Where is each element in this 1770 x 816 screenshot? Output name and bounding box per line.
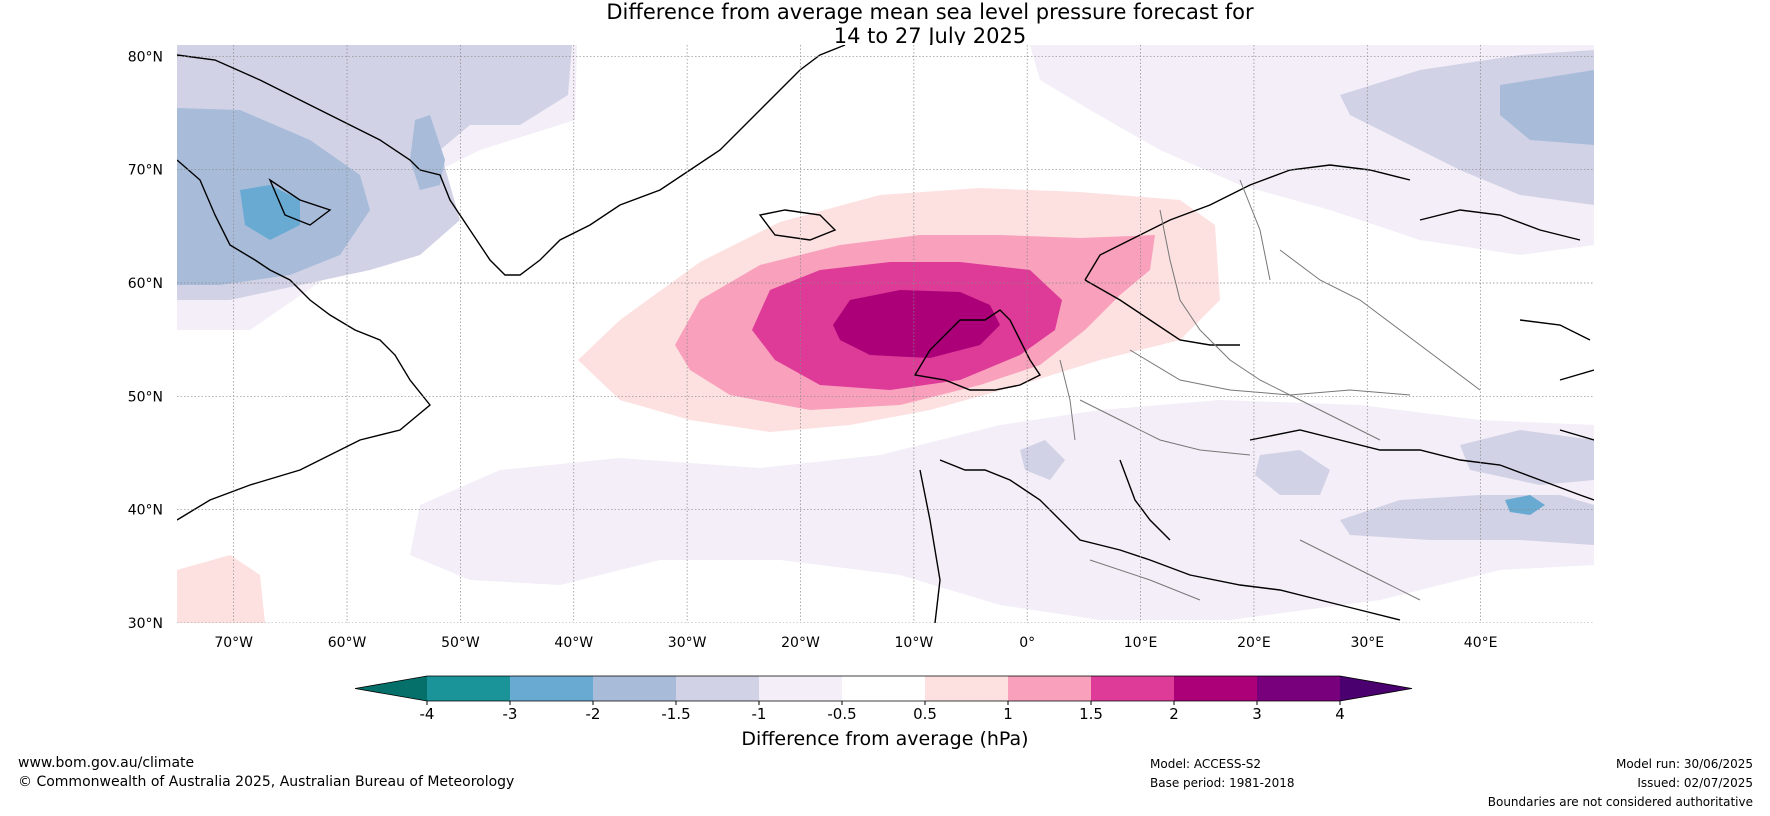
colorbar-swatch [676, 676, 759, 701]
longitude-labels: 70°W 60°W 50°W 40°W 30°W 20°W 10°W 0° 10°E 20°E 30… [214, 635, 1497, 651]
longitude-label: 0° [1019, 635, 1035, 651]
contour-minus-1-5-arctic [1500, 70, 1594, 145]
colorbar-tick-label: 0.5 [913, 705, 937, 723]
latitude-label: 50°N [128, 389, 163, 405]
coastlines [177, 45, 1594, 623]
footer-copyright: © Commonwealth of Australia 2025, Austra… [18, 774, 515, 790]
longitude-label: 10°E [1124, 635, 1158, 651]
map-title: Difference from average mean sea level p… [0, 0, 1770, 48]
longitude-label: 10°W [895, 635, 934, 651]
colorbar-tick-label: -2 [586, 705, 601, 723]
contour-minus-1-caspian [1460, 430, 1594, 485]
colorbar-tick-label: 3 [1252, 705, 1262, 723]
contour-plus-0-5-subtropics [177, 555, 265, 623]
latitude-label: 80°N [128, 49, 163, 65]
contour-plus-2-high [833, 290, 1000, 358]
colorbar-tick-label: -3 [503, 705, 518, 723]
colorbar-label: Difference from average (hPa) [741, 728, 1029, 750]
colorbar-tick-label: 1 [1003, 705, 1013, 723]
colorbar-swatch [593, 676, 676, 701]
latitude-labels: 80°N 70°N 60°N 50°N 40°N 30°N [128, 49, 163, 632]
longitude-label: 20°E [1237, 635, 1271, 651]
colorbar-swatch [427, 676, 510, 701]
graticule [177, 45, 1594, 623]
colorbar-tick-label: 1.5 [1079, 705, 1103, 723]
longitude-label: 50°W [441, 635, 480, 651]
footer-issued: Issued: 02/07/2025 [1637, 776, 1753, 790]
footer-model: Model: ACCESS-S2 [1150, 757, 1262, 771]
longitude-label: 30°W [668, 635, 707, 651]
latitude-label: 70°N [128, 163, 163, 179]
colorbar-tick-label: 2 [1169, 705, 1179, 723]
map-area [177, 45, 1594, 623]
colorbar-tick-label: -1 [752, 705, 767, 723]
colorbar-swatch [510, 676, 593, 701]
latitude-label: 30°N [128, 616, 163, 632]
colorbar-swatch [1257, 676, 1340, 701]
longitude-label: 20°W [781, 635, 820, 651]
colorbar-tick-label: -1.5 [661, 705, 690, 723]
longitude-label: 40°W [554, 635, 593, 651]
colorbar-swatch [925, 676, 1008, 701]
colorbar-tick-label: 4 [1335, 705, 1345, 723]
contour-minus-2-baffin [240, 185, 300, 240]
title-line-1: Difference from average mean sea level p… [606, 0, 1254, 24]
colorbar-tick-label: -0.5 [827, 705, 856, 723]
colorbar-swatch [1174, 676, 1257, 701]
country-borders [1059, 179, 1481, 601]
colorbar-tick-label: -4 [420, 705, 435, 723]
contour-minus-1-5-denmark-strait [410, 115, 445, 190]
colorbar [354, 675, 1413, 702]
title-line-2: 14 to 27 July 2025 [833, 24, 1027, 48]
colorbar-swatch [1008, 676, 1091, 701]
colorbar-swatch [842, 676, 925, 701]
colorbar-swatch [759, 676, 842, 701]
footer-website: www.bom.gov.au/climate [18, 755, 195, 771]
latitude-label: 40°N [128, 503, 163, 519]
contour-minus-1-balkan [1255, 450, 1330, 495]
longitude-label: 40°E [1464, 635, 1498, 651]
colorbar-extend-low [355, 676, 427, 701]
latitude-label: 60°N [128, 276, 163, 292]
footer-disclaimer: Boundaries are not considered authoritat… [1487, 795, 1753, 809]
footer-base-period: Base period: 1981-2018 [1150, 776, 1295, 790]
footer-model-run: Model run: 30/06/2025 [1615, 757, 1753, 771]
contour-minus-1-france [1020, 440, 1065, 480]
longitude-label: 70°W [214, 635, 253, 651]
colorbar-extend-high [1340, 676, 1412, 701]
longitude-label: 60°W [328, 635, 367, 651]
colorbar-swatch [1091, 676, 1174, 701]
colorbar-ticks: -4 -3 -2 -1.5 -1 -0.5 0.5 1 1.5 2 3 4 [420, 701, 1345, 723]
longitude-label: 30°E [1350, 635, 1384, 651]
